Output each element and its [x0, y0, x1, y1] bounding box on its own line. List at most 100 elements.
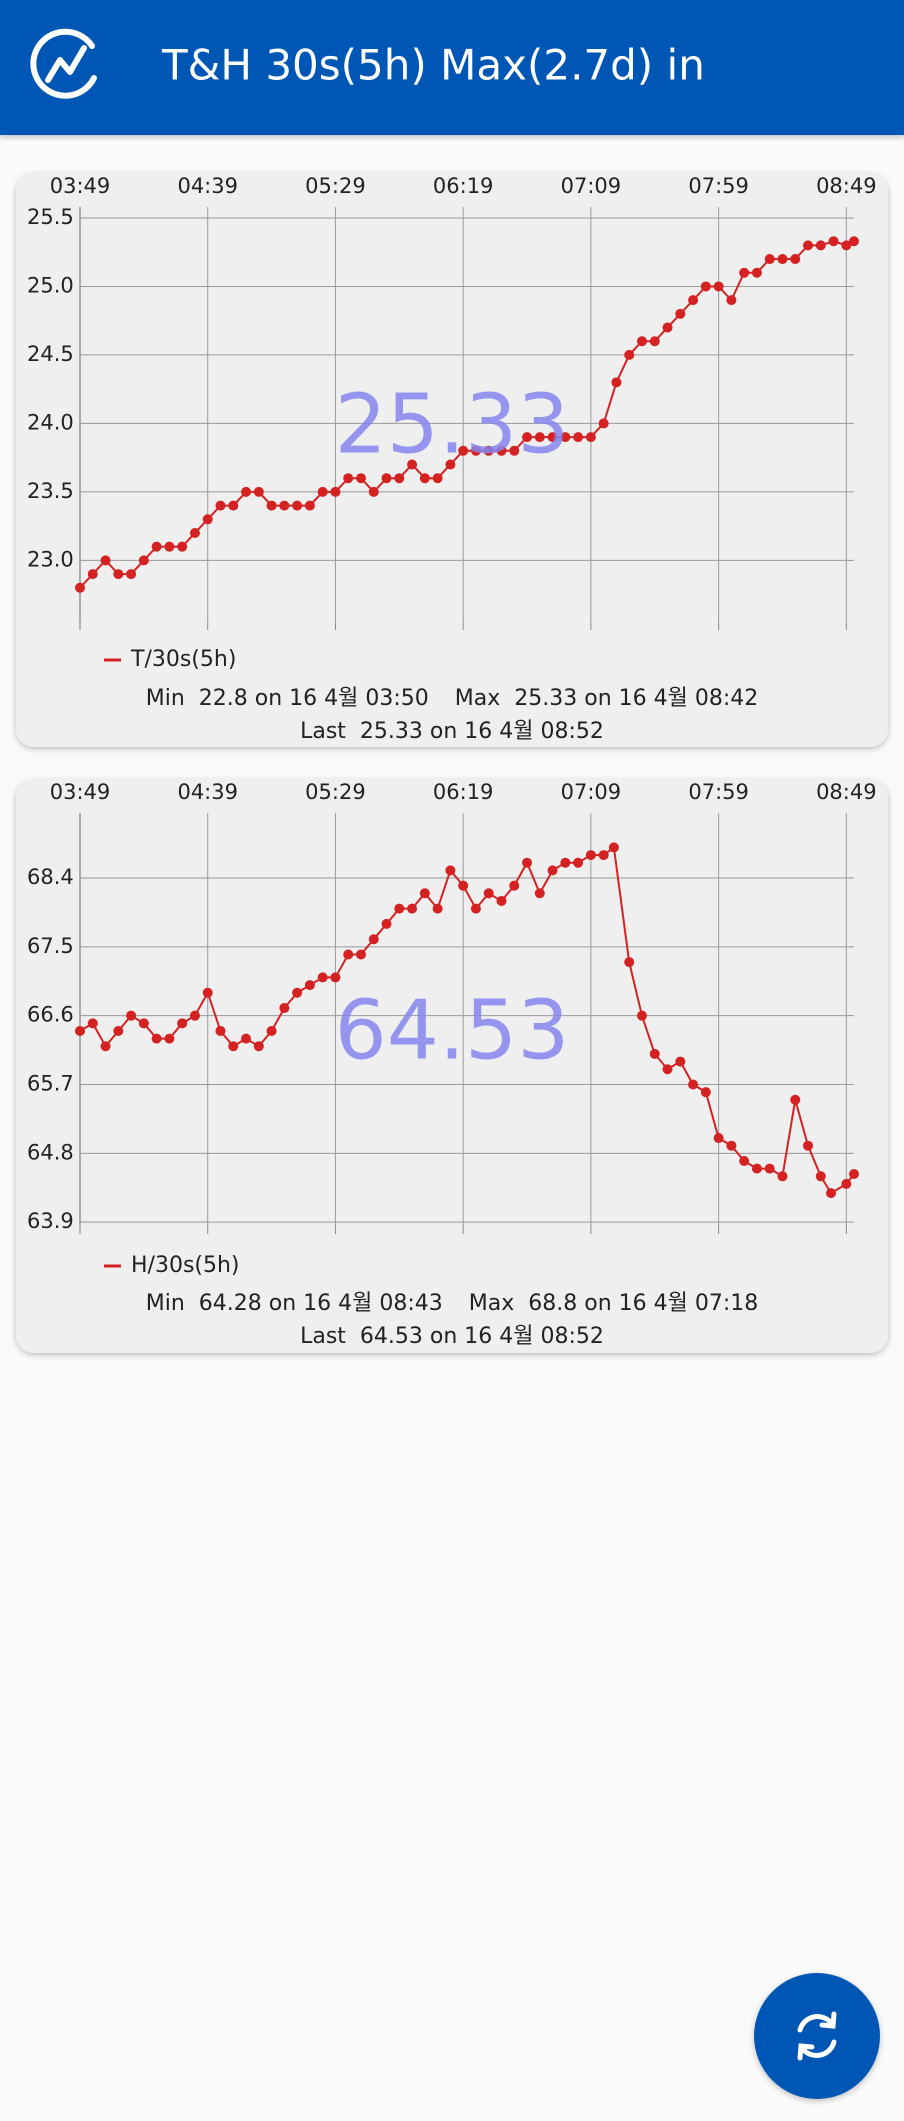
data-point — [739, 267, 750, 278]
stat-min-label: Min — [146, 686, 185, 711]
data-point — [381, 473, 392, 484]
data-point — [849, 1168, 859, 1179]
data-point — [662, 322, 673, 333]
data-point — [419, 473, 430, 484]
data-point — [828, 236, 839, 247]
app-title: T&H 30s(5h) Max(2.7d) in — [161, 41, 705, 90]
data-point — [624, 349, 635, 360]
data-point — [713, 1133, 724, 1144]
data-point — [624, 957, 635, 968]
data-point — [483, 445, 494, 456]
y-tick-label: 23.0 — [27, 547, 74, 571]
data-point — [87, 1018, 98, 1029]
x-tick-label: 07:59 — [688, 174, 749, 198]
y-tick-label: 63.9 — [27, 1209, 74, 1233]
stat-last-label: Last — [300, 1324, 346, 1349]
data-point — [826, 1188, 837, 1199]
data-point — [394, 473, 405, 484]
legend-label: H/30s(5h) — [131, 1253, 240, 1278]
x-tick-label: 07:59 — [688, 780, 749, 804]
data-point — [202, 514, 213, 525]
data-point — [803, 1140, 814, 1151]
data-point — [790, 1094, 801, 1105]
data-point — [547, 865, 558, 876]
data-point — [151, 1033, 162, 1044]
data-point — [458, 445, 469, 456]
data-point — [534, 888, 545, 899]
data-point — [126, 1010, 137, 1021]
data-point — [343, 473, 354, 484]
data-point — [292, 500, 303, 511]
data-point — [164, 541, 175, 552]
data-point — [764, 254, 775, 265]
data-point — [751, 267, 762, 278]
data-point — [253, 486, 264, 497]
x-tick-label: 05:29 — [305, 780, 366, 804]
chart: 63.9 64.8 65.7 66.6 67.5 68.4 03:49 04:39 05:29 0… — [27, 780, 877, 1349]
stat-max-label: Max — [455, 686, 500, 711]
data-point — [317, 486, 328, 497]
stat-last: 64.53 on 16 4월 08:52 — [360, 1324, 604, 1349]
data-point — [841, 1178, 852, 1189]
data-point — [330, 486, 341, 497]
data-point — [496, 445, 507, 456]
data-point — [573, 857, 584, 868]
stat-min: 22.8 on 16 4월 03:50 — [199, 686, 429, 711]
data-point — [266, 1025, 277, 1036]
data-point — [266, 500, 277, 511]
data-point — [726, 1140, 737, 1151]
data-point — [151, 541, 162, 552]
data-point — [228, 500, 239, 511]
y-tick-label: 24.0 — [27, 410, 74, 434]
stat-last-label: Last — [300, 719, 346, 744]
data-point — [113, 1025, 124, 1036]
data-point — [177, 541, 188, 552]
data-point — [688, 1079, 699, 1090]
data-point — [279, 500, 290, 511]
data-point — [700, 1087, 711, 1098]
refresh-icon — [797, 2011, 837, 2061]
data-point — [100, 1041, 111, 1052]
data-point — [662, 1064, 673, 1075]
app-bar — [0, 0, 904, 135]
data-point — [841, 240, 852, 251]
y-tick-label: 65.7 — [27, 1072, 74, 1096]
data-point — [713, 281, 724, 292]
data-point — [483, 888, 494, 899]
data-point — [496, 895, 507, 906]
data-point — [126, 569, 137, 580]
data-point — [636, 336, 647, 347]
x-tick-label: 08:49 — [816, 174, 877, 198]
app-icon[interactable] — [30, 28, 97, 99]
data-point — [560, 432, 571, 443]
data-point — [598, 850, 609, 861]
stats-last: Last 25.33 on 16 4월 08:52 — [300, 719, 604, 744]
data-point — [368, 486, 379, 497]
x-tick-label: 07:09 — [561, 174, 622, 198]
data-point — [75, 582, 85, 593]
data-point — [355, 473, 366, 484]
data-point — [547, 432, 558, 443]
x-tick-label: 03:49 — [50, 174, 111, 198]
card — [16, 779, 888, 1353]
data-point — [202, 987, 213, 998]
y-tick-label: 25.0 — [27, 273, 74, 297]
data-point — [292, 987, 303, 998]
data-point — [522, 857, 533, 868]
data-point — [573, 432, 584, 443]
stat-max: 68.8 on 16 4월 07:18 — [528, 1291, 758, 1316]
data-point — [849, 236, 859, 247]
x-tick-label: 03:49 — [50, 780, 111, 804]
data-point — [419, 888, 430, 899]
data-point — [228, 1041, 239, 1052]
data-point — [75, 1025, 85, 1036]
data-point — [726, 295, 737, 306]
data-point — [432, 903, 443, 914]
chart: 23.0 23.5 24.0 24.5 25.0 25.5 03:49 04:39 05:29 0… — [27, 174, 877, 744]
x-tick-label: 06:19 — [433, 174, 494, 198]
y-tick-label: 64.8 — [27, 1140, 74, 1164]
x-tick-label: 08:49 — [816, 780, 877, 804]
data-point — [777, 1171, 788, 1182]
refresh-button[interactable] — [754, 1973, 880, 2099]
